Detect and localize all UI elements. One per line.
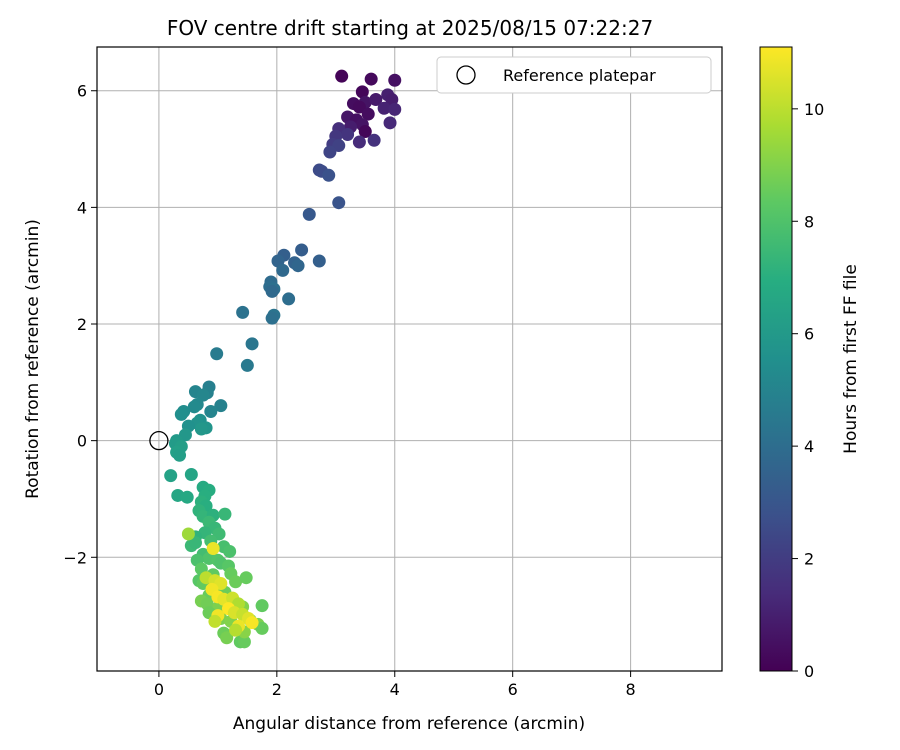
data-point: [214, 399, 228, 413]
scatter-points: [149, 69, 402, 649]
data-point: [236, 305, 250, 319]
data-point: [210, 347, 224, 361]
colorbar: 0 2 4 6 8 10 Hours from first FF file: [759, 46, 861, 681]
data-point: [220, 631, 234, 645]
data-point: [355, 85, 369, 99]
reference-platepar-marker: [149, 430, 169, 451]
legend-box: [436, 56, 712, 94]
data-point: [352, 135, 366, 149]
y-tick-label: −2: [63, 548, 87, 567]
data-point: [352, 100, 366, 114]
data-point: [196, 388, 210, 402]
data-point: [237, 635, 251, 649]
colorbar-tick-label: 10: [804, 100, 824, 119]
data-point: [208, 614, 222, 628]
y-axis-ticks: −2 0 2 4 6: [63, 82, 97, 567]
legend: Reference platepar: [436, 56, 712, 94]
data-point: [364, 72, 378, 86]
y-tick-label: 0: [77, 432, 87, 451]
data-point: [302, 207, 316, 221]
data-point: [265, 284, 279, 298]
legend-marker-icon: [456, 65, 476, 85]
data-point: [367, 133, 381, 147]
x-axis-label: Angular distance from reference (arcmin): [233, 714, 585, 734]
colorbar-gradient: [759, 46, 793, 672]
data-point: [323, 145, 337, 159]
colorbar-label: Hours from first FF file: [841, 264, 861, 454]
data-point: [282, 292, 296, 306]
colorbar-ticks: 0 2 4 6 8 10: [792, 100, 824, 681]
data-point: [204, 404, 218, 418]
data-point: [164, 469, 178, 483]
data-point: [173, 448, 187, 462]
data-point: [332, 196, 346, 210]
y-tick-label: 2: [77, 315, 87, 334]
colorbar-tick-label: 0: [804, 662, 814, 681]
plot-frame: [96, 46, 723, 672]
data-point: [184, 467, 198, 481]
data-point: [358, 125, 372, 139]
grid-lines: [97, 47, 722, 671]
data-point: [388, 102, 402, 116]
data-point: [245, 616, 259, 630]
x-tick-label: 2: [272, 680, 282, 699]
data-point: [322, 168, 336, 182]
colorbar-tick-label: 4: [804, 437, 814, 456]
legend-label: Reference platepar: [503, 66, 656, 85]
data-point: [255, 599, 269, 613]
data-point: [194, 422, 208, 436]
y-tick-label: 6: [77, 82, 87, 101]
data-point: [174, 407, 188, 421]
data-point: [206, 542, 220, 556]
data-point: [265, 311, 279, 325]
x-tick-label: 6: [508, 680, 518, 699]
x-tick-label: 8: [626, 680, 636, 699]
chart-title: FOV centre drift starting at 2025/08/15 …: [167, 16, 653, 40]
data-point: [188, 536, 202, 550]
data-point: [388, 73, 402, 87]
x-tick-label: 0: [154, 680, 164, 699]
data-point: [291, 259, 305, 273]
data-point: [240, 358, 254, 372]
data-point: [245, 337, 259, 351]
data-point: [255, 621, 269, 635]
y-axis-label: Rotation from reference (arcmin): [23, 219, 43, 499]
x-axis-ticks: 0 2 4 6 8: [154, 671, 636, 699]
data-point: [180, 490, 194, 504]
data-point: [341, 127, 355, 141]
data-point: [187, 400, 201, 414]
data-point: [335, 69, 349, 83]
data-point: [377, 101, 391, 115]
x-tick-label: 4: [390, 680, 400, 699]
colorbar-tick-label: 2: [804, 550, 814, 569]
colorbar-tick-label: 8: [804, 212, 814, 231]
data-point: [383, 116, 397, 130]
colorbar-tick-label: 6: [804, 325, 814, 344]
data-point: [369, 92, 383, 106]
y-tick-label: 4: [77, 198, 87, 217]
data-point: [385, 92, 399, 106]
data-point: [229, 575, 243, 589]
data-point: [295, 243, 309, 257]
data-point: [239, 571, 253, 585]
data-point: [312, 254, 326, 268]
data-point: [229, 623, 243, 637]
data-point: [276, 263, 290, 277]
data-point: [361, 107, 375, 121]
data-point: [181, 527, 195, 541]
data-point: [218, 507, 232, 521]
data-point: [223, 544, 237, 558]
